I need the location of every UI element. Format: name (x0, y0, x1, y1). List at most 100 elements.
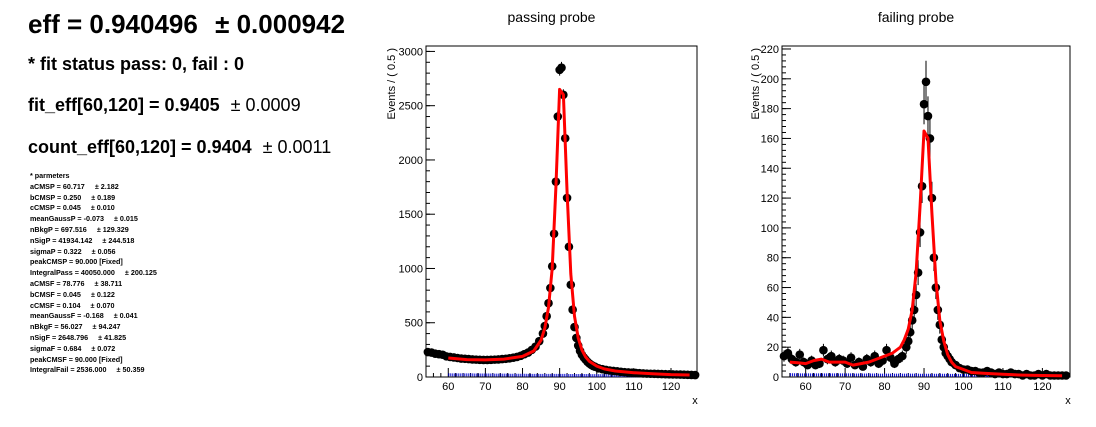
parameter-error: ± 0.056 (91, 246, 116, 256)
data-point (898, 350, 907, 362)
parameter-error: ± 0.122 (90, 289, 115, 299)
parameter-name-value: IntegralFail = 2536.000 (30, 365, 107, 375)
data-point (690, 370, 700, 380)
x-tick-label: 120 (1033, 381, 1051, 393)
parameter-name-value: cCMSP = 0.045 (30, 203, 81, 213)
data-point-marker (846, 353, 856, 362)
efficiency-result: eff = 0.940496 ± 0.000942 (28, 9, 345, 40)
y-axis-label: Events / ( 0.5 ) (750, 48, 762, 120)
parameter-name-value: bCMSF = 0.045 (30, 289, 81, 299)
failing-probe-svg: failing probe 60 70 80 90 100 110 120 0 20 40 60 80 1… (750, 9, 1071, 407)
x-tick-label: 70 (479, 381, 491, 393)
parameter-name-value: meanGaussF = -0.168 (30, 311, 104, 321)
chart-title: passing probe (508, 9, 596, 25)
data-point (921, 60, 931, 103)
data-point-marker (921, 77, 931, 87)
data-point (1061, 371, 1071, 380)
parameter-row: cCMSF = 0.104 ± 0.070 (30, 301, 157, 312)
parameter-row: peakCMSF = 90.000 [Fixed] (30, 355, 157, 366)
parameter-row: aCMSP = 60.717 ± 2.182 (30, 182, 157, 193)
parameter-error: ± 0.010 (90, 203, 115, 213)
data-point-marker (1061, 371, 1071, 380)
data-point (923, 96, 933, 136)
x-tick-label: 110 (625, 381, 643, 393)
efficiency-value: eff = 0.940496 (28, 9, 198, 39)
y-tick-label: 220 (761, 44, 779, 56)
data-point (846, 352, 856, 363)
x-tick-label: 60 (442, 381, 454, 393)
chart-title: failing probe (878, 9, 954, 25)
parameter-name-value: nSigP = 41934.142 (30, 235, 93, 245)
parameter-row: nBkgF = 56.027 ± 94.247 (30, 322, 157, 333)
parameter-error: ± 41.825 (98, 332, 127, 342)
data-point-marker (557, 63, 566, 73)
parameter-row: sigmaF = 0.684 ± 0.072 (30, 344, 157, 355)
x-axis-label: x (1065, 395, 1071, 407)
failing-probe-plot: failing probe 60 70 80 90 100 110 120 0 20 40 60 80 1… (745, 0, 1085, 422)
parameter-name-value: meanGaussP = -0.073 (30, 214, 104, 224)
data-point-marker (795, 350, 805, 359)
parameter-row: aCMSF = 78.776 ± 38.711 (30, 279, 157, 290)
plot-frame (425, 45, 698, 378)
y-tick-label: 120 (761, 193, 779, 205)
count-efficiency-result: count_eff[60,120] = 0.9404 ± 0.0011 (28, 137, 331, 158)
parameter-error: ± 0.015 (113, 214, 138, 224)
parameter-error: ± 0.041 (113, 311, 138, 321)
parameter-error: ± 50.359 (116, 365, 145, 375)
efficiency-error: ± 0.000942 (215, 9, 346, 39)
y-tick-label: 3000 (399, 46, 423, 58)
fit-efficiency-result: fit_eff[60,120] = 0.9405 ± 0.0009 (28, 95, 301, 116)
y-tick-label: 2000 (399, 155, 423, 167)
parameter-error: ± 200.125 (124, 268, 157, 278)
count-efficiency-error: ± 0.0011 (262, 137, 332, 157)
parameter-name-value: peakCMSF = 90.000 [Fixed] (30, 354, 123, 364)
parameter-name-value: sigmaF = 0.684 (30, 343, 82, 353)
parameter-name-value: sigmaP = 0.322 (30, 246, 82, 256)
data-point-marker (923, 111, 933, 121)
parameter-row: sigmaP = 0.322 ± 0.056 (30, 247, 157, 258)
parameter-name-value: IntegralPass = 40050.000 (30, 268, 115, 278)
y-tick-label: 160 (761, 133, 779, 145)
data-point (819, 343, 828, 357)
x-tick-label: 110 (994, 381, 1012, 393)
parameters-header: * parmeters (30, 171, 70, 180)
data-point (557, 61, 566, 74)
parameter-row: bCMSF = 0.045 ± 0.122 (30, 290, 157, 301)
data-point-marker (898, 351, 907, 361)
parameter-row: nSigP = 41934.142 ± 244.518 (30, 236, 157, 247)
parameter-name-value: aCMSP = 60.717 (30, 181, 85, 191)
parameter-name-value: nBkgF = 56.027 (30, 322, 83, 332)
parameter-name-value: nBkgP = 697.516 (30, 224, 87, 234)
y-tick-label: 40 (767, 312, 779, 324)
fit-efficiency-error: ± 0.0009 (230, 95, 301, 115)
parameter-error: ± 0.072 (91, 343, 116, 353)
data-point-marker (815, 359, 824, 368)
data-point-marker (919, 99, 929, 109)
parameter-error: ± 2.182 (94, 181, 119, 191)
y-tick-label: 200 (761, 74, 779, 86)
total-fit-curve (448, 87, 690, 377)
x-tick-label: 100 (954, 381, 972, 393)
parameter-error: ± 0.070 (90, 300, 115, 310)
passing-probe-plot: passing probe 60 70 80 90 100 110 120 0 500 1000 15… (380, 0, 710, 422)
x-tick-label: 70 (839, 381, 851, 393)
parameter-name-value: cCMSF = 0.104 (30, 300, 81, 310)
parameter-row: IntegralPass = 40050.000 ± 200.125 (30, 268, 157, 279)
y-tick-label: 20 (767, 342, 779, 354)
y-tick-label: 0 (417, 372, 423, 384)
parameter-row: IntegralFail = 2536.000 ± 50.359 (30, 365, 157, 376)
parameter-row: cCMSP = 0.045 ± 0.010 (30, 203, 157, 214)
parameter-row: nSigF = 2648.796 ± 41.825 (30, 333, 157, 344)
y-tick-label: 1000 (399, 263, 423, 275)
data-point-marker (819, 345, 828, 355)
y-tick-label: 1500 (399, 209, 423, 221)
fit-efficiency-value: fit_eff[60,120] = 0.9405 (28, 95, 220, 115)
parameter-rows: aCMSP = 60.717 ± 2.182 bCMSP = 0.250 ± 0.18… (30, 182, 157, 376)
parameter-name-value: aCMSF = 78.776 (30, 278, 85, 288)
parameter-error: ± 0.189 (91, 192, 116, 202)
y-tick-label: 60 (767, 283, 779, 295)
x-tick-label: 80 (516, 381, 528, 393)
x-axis-label: x (692, 395, 698, 407)
summary-panel: eff = 0.940496 ± 0.000942 * fit status p… (0, 0, 370, 422)
y-tick-label: 500 (405, 318, 423, 330)
